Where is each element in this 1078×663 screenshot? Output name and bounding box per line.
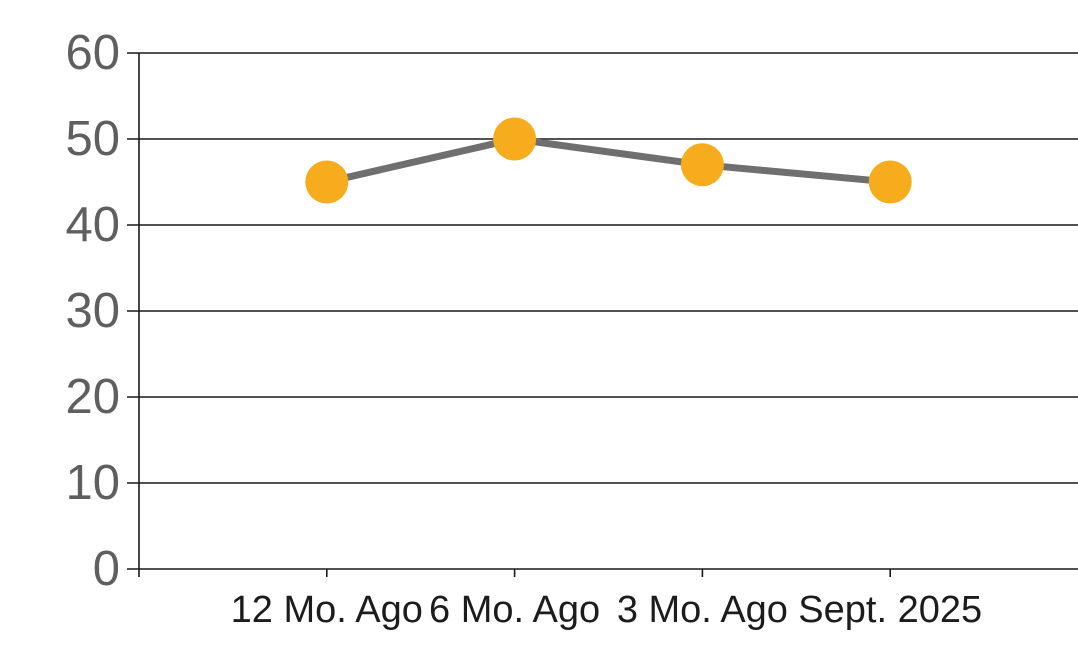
y-tick-label: 60 [65,26,120,80]
x-tick-label: Sept. 2025 [798,589,982,631]
x-tick-label: 12 Mo. Ago [231,589,423,631]
y-tick-label: 30 [65,284,120,338]
axes-group [138,53,892,577]
y-axis-labels-group: 0 10 20 30 40 50 60 [65,26,120,596]
y-tick-label: 40 [65,198,120,252]
y-tick-label: 50 [65,112,120,166]
y-tick-label: 0 [93,542,120,596]
series-line [323,135,894,186]
data-point-marker [868,160,912,204]
gridlines-group [127,52,1078,570]
y-tick-label: 10 [65,456,120,510]
data-point-marker [305,160,349,204]
x-tick-label: 6 Mo. Ago [429,589,600,631]
y-tick-label: 20 [65,370,120,424]
series-group [305,117,912,204]
x-axis-labels-group: 12 Mo. Ago 6 Mo. Ago 3 Mo. Ago Sept. 2025 [231,589,982,631]
x-tick-label: 3 Mo. Ago [617,589,788,631]
data-point-marker [680,143,724,187]
data-point-marker [493,117,537,161]
